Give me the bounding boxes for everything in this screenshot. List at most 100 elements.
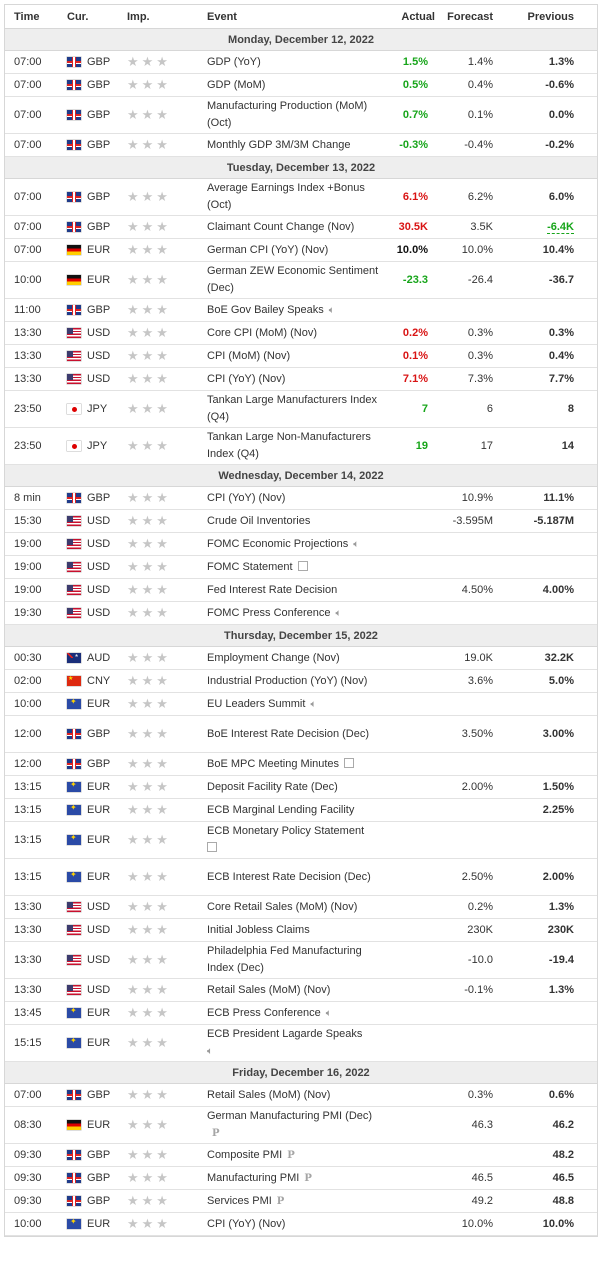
- event-row[interactable]: 23:50 JPY ★★★ Tankan Large Manufacturers In…: [5, 390, 597, 428]
- event-cell[interactable]: FOMC Economic Projections 🔈︎: [207, 532, 383, 556]
- event-cell[interactable]: Average Earnings Index +Bonus (Oct): [207, 178, 383, 216]
- event-cell[interactable]: Retail Sales (MoM) (Nov): [207, 978, 383, 1002]
- event-name[interactable]: Industrial Production (YoY) (Nov): [207, 674, 368, 687]
- event-name[interactable]: Initial Jobless Claims: [207, 923, 310, 936]
- event-cell[interactable]: FOMC Press Conference 🔈︎: [207, 601, 383, 625]
- event-name[interactable]: Claimant Count Change (Nov): [207, 220, 355, 233]
- speaker-icon[interactable]: 🔈︎: [325, 1007, 332, 1019]
- event-row[interactable]: 13:15 EUR ★★★ Deposit Facility Rate (Dec) 2.…: [5, 775, 597, 799]
- event-cell[interactable]: Crude Oil Inventories: [207, 509, 383, 533]
- event-name[interactable]: ECB Interest Rate Decision (Dec): [207, 870, 371, 883]
- event-name[interactable]: GDP (MoM): [207, 78, 266, 91]
- event-cell[interactable]: ECB Interest Rate Decision (Dec): [207, 858, 383, 896]
- event-row[interactable]: 13:30 USD ★★★ CPI (MoM) (Nov) 0.1% 0.3% 0.4%: [5, 344, 597, 368]
- event-cell[interactable]: Initial Jobless Claims: [207, 918, 383, 942]
- header-time[interactable]: Time: [5, 5, 67, 29]
- event-row[interactable]: 13:30 USD ★★★ CPI (YoY) (Nov) 7.1% 7.3% 7.7%: [5, 367, 597, 391]
- event-row[interactable]: 09:30 GBP ★★★ Composite PMI P 48.2: [5, 1143, 597, 1167]
- speaker-icon[interactable]: 🔈︎: [207, 1046, 213, 1057]
- event-name[interactable]: BoE Interest Rate Decision (Dec): [207, 727, 370, 740]
- event-cell[interactable]: ECB President Lagarde Speaks 🔈︎: [207, 1024, 383, 1062]
- event-row[interactable]: 19:00 USD ★★★ FOMC Statement: [5, 555, 597, 579]
- event-row[interactable]: 07:00 GBP ★★★ Monthly GDP 3M/3M Change -0.3%…: [5, 133, 597, 157]
- event-name[interactable]: Core Retail Sales (MoM) (Nov): [207, 900, 358, 913]
- event-row[interactable]: 13:15 EUR ★★★ ECB Interest Rate Decision (D…: [5, 858, 597, 896]
- header-currency[interactable]: Cur.: [67, 5, 127, 29]
- event-row[interactable]: 13:30 USD ★★★ Core CPI (MoM) (Nov) 0.2% 0.3% 0…: [5, 321, 597, 345]
- event-row[interactable]: 10:00 EUR ★★★ German ZEW Economic Sentiment…: [5, 261, 597, 299]
- header-forecast[interactable]: Forecast: [435, 5, 501, 29]
- event-row[interactable]: 19:00 USD ★★★ Fed Interest Rate Decision 4.5…: [5, 578, 597, 602]
- event-cell[interactable]: CPI (YoY) (Nov): [207, 1212, 383, 1236]
- event-cell[interactable]: ECB Monetary Policy Statement: [207, 821, 383, 859]
- event-row[interactable]: 07:00 GBP ★★★ Average Earnings Index +Bonus…: [5, 178, 597, 216]
- event-row[interactable]: 8 min GBP ★★★ CPI (YoY) (Nov) 10.9% 11.1%: [5, 486, 597, 510]
- speaker-icon[interactable]: 🔈︎: [335, 607, 342, 619]
- event-cell[interactable]: Claimant Count Change (Nov): [207, 215, 383, 239]
- event-row[interactable]: 13:30 USD ★★★ Core Retail Sales (MoM) (Nov)…: [5, 895, 597, 919]
- event-name[interactable]: Retail Sales (MoM) (Nov): [207, 1088, 331, 1101]
- event-row[interactable]: 08:30 EUR ★★★ German Manufacturing PMI (Dec…: [5, 1106, 597, 1144]
- event-row[interactable]: 10:00 EUR ★★★ EU Leaders Summit 🔈︎: [5, 692, 597, 716]
- event-row[interactable]: 12:00 GBP ★★★ BoE MPC Meeting Minutes: [5, 752, 597, 776]
- event-row[interactable]: 07:00 EUR ★★★ German CPI (YoY) (Nov) 10.0% 10…: [5, 238, 597, 262]
- event-row[interactable]: 19:00 USD ★★★ FOMC Economic Projections 🔈︎: [5, 532, 597, 556]
- event-name[interactable]: ECB President Lagarde Speaks: [207, 1028, 363, 1040]
- event-name[interactable]: CPI (YoY) (Nov): [207, 372, 286, 385]
- event-cell[interactable]: Monthly GDP 3M/3M Change: [207, 133, 383, 157]
- event-name[interactable]: Deposit Facility Rate (Dec): [207, 780, 338, 793]
- event-name[interactable]: German ZEW Economic Sentiment (Dec): [207, 265, 379, 294]
- event-name[interactable]: Composite PMI: [207, 1148, 283, 1161]
- event-cell[interactable]: CPI (MoM) (Nov): [207, 344, 383, 368]
- event-cell[interactable]: Services PMI P: [207, 1189, 383, 1213]
- event-cell[interactable]: Manufacturing Production (MoM) (Oct): [207, 96, 383, 134]
- previous-value[interactable]: -6.4K: [547, 221, 574, 234]
- document-icon[interactable]: [207, 842, 217, 852]
- event-row[interactable]: 07:00 GBP ★★★ Claimant Count Change (Nov) 30…: [5, 215, 597, 239]
- speaker-icon[interactable]: 🔈︎: [310, 698, 317, 710]
- event-cell[interactable]: BoE Interest Rate Decision (Dec): [207, 715, 383, 753]
- event-row[interactable]: 09:30 GBP ★★★ Manufacturing PMI P 46.5 46.5: [5, 1166, 597, 1190]
- speaker-icon[interactable]: 🔈︎: [353, 538, 360, 550]
- event-row[interactable]: 02:00 CNY ★★★ Industrial Production (YoY) (…: [5, 669, 597, 693]
- event-cell[interactable]: GDP (YoY): [207, 50, 383, 74]
- event-name[interactable]: Tankan Large Manufacturers Index (Q4): [207, 394, 377, 423]
- header-importance[interactable]: Imp.: [127, 5, 207, 29]
- document-icon[interactable]: [297, 560, 308, 571]
- event-name[interactable]: GDP (YoY): [207, 55, 261, 68]
- event-name[interactable]: Manufacturing Production (MoM) (Oct): [207, 100, 368, 129]
- event-row[interactable]: 13:15 EUR ★★★ ECB Monetary Policy Statement: [5, 821, 597, 859]
- event-cell[interactable]: CPI (YoY) (Nov): [207, 486, 383, 510]
- event-row[interactable]: 13:30 USD ★★★ Retail Sales (MoM) (Nov) -0.1%…: [5, 978, 597, 1002]
- event-row[interactable]: 07:00 GBP ★★★ Retail Sales (MoM) (Nov) 0.3% 0…: [5, 1083, 597, 1107]
- event-name[interactable]: Core CPI (MoM) (Nov): [207, 326, 318, 339]
- event-name[interactable]: Philadelphia Fed Manufacturing Index (De…: [207, 945, 362, 974]
- event-name[interactable]: EU Leaders Summit: [207, 697, 306, 710]
- event-cell[interactable]: Composite PMI P: [207, 1143, 383, 1167]
- event-row[interactable]: 09:30 GBP ★★★ Services PMI P 49.2 48.8: [5, 1189, 597, 1213]
- event-name[interactable]: ECB Monetary Policy Statement: [207, 825, 365, 837]
- event-cell[interactable]: Industrial Production (YoY) (Nov): [207, 669, 383, 693]
- event-row[interactable]: 13:45 EUR ★★★ ECB Press Conference 🔈︎: [5, 1001, 597, 1025]
- event-name[interactable]: FOMC Press Conference: [207, 606, 331, 619]
- header-event[interactable]: Event: [207, 5, 383, 29]
- event-cell[interactable]: German Manufacturing PMI (Dec) P: [207, 1106, 383, 1144]
- event-name[interactable]: Monthly GDP 3M/3M Change: [207, 138, 351, 151]
- event-row[interactable]: 07:00 GBP ★★★ GDP (YoY) 1.5% 1.4% 1.3%: [5, 50, 597, 74]
- event-cell[interactable]: ECB Marginal Lending Facility: [207, 798, 383, 822]
- event-name[interactable]: Manufacturing PMI: [207, 1171, 300, 1184]
- event-cell[interactable]: Employment Change (Nov): [207, 646, 383, 670]
- event-cell[interactable]: CPI (YoY) (Nov): [207, 367, 383, 391]
- event-row[interactable]: 23:50 JPY ★★★ Tankan Large Non-Manufacturer…: [5, 427, 597, 465]
- header-previous[interactable]: Previous: [501, 5, 597, 29]
- event-row[interactable]: 15:30 USD ★★★ Crude Oil Inventories -3.595M -…: [5, 509, 597, 533]
- event-cell[interactable]: German CPI (YoY) (Nov): [207, 238, 383, 262]
- event-row[interactable]: 13:30 USD ★★★ Philadelphia Fed Manufacturin…: [5, 941, 597, 979]
- event-name[interactable]: CPI (YoY) (Nov): [207, 1217, 286, 1230]
- event-cell[interactable]: Core Retail Sales (MoM) (Nov): [207, 895, 383, 919]
- event-cell[interactable]: Tankan Large Non-Manufacturers Index (Q4…: [207, 427, 383, 465]
- event-name[interactable]: Crude Oil Inventories: [207, 514, 311, 527]
- event-name[interactable]: German Manufacturing PMI (Dec): [207, 1110, 373, 1122]
- event-name[interactable]: ECB Press Conference: [207, 1006, 321, 1019]
- event-name[interactable]: CPI (MoM) (Nov): [207, 349, 291, 362]
